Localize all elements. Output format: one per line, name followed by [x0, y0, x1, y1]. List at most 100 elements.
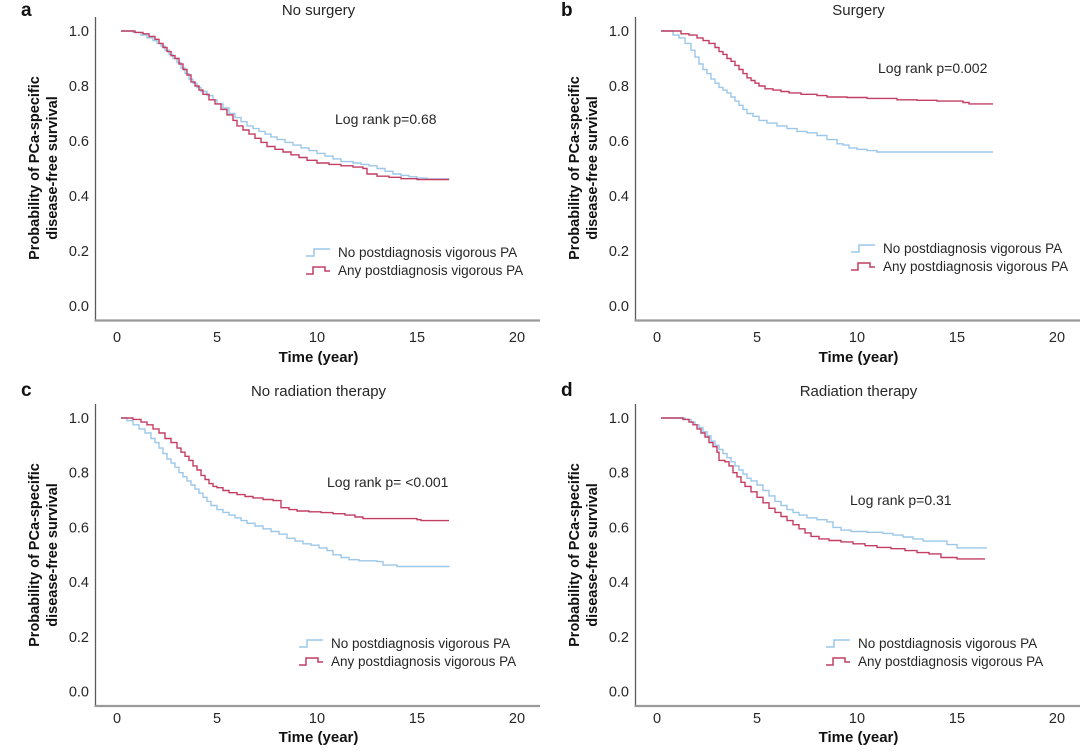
no-pa-step-swatch-icon — [306, 247, 330, 257]
legend-label: Any postdiagnosis vigorous PA — [883, 258, 1069, 274]
y-tick-label: 0.0 — [69, 685, 89, 701]
x-tick-label: 0 — [113, 330, 121, 346]
log-rank-annotation-c: Log rank p= <0.001 — [327, 474, 449, 490]
y-tick-label: 0.2 — [609, 630, 629, 646]
legend-c: No postdiagnosis vigorous PA Any postdia… — [298, 634, 516, 670]
no-pa-step-swatch-icon — [299, 638, 323, 648]
x-tick-label: 20 — [509, 330, 525, 346]
legend-label: No postdiagnosis vigorous PA — [331, 635, 511, 651]
km-curve-any-pa — [121, 417, 449, 522]
y-tick-label: 0.4 — [69, 189, 89, 205]
y-tick-label: 0.2 — [69, 630, 89, 646]
panel-letter-c: c — [21, 380, 32, 401]
panel-letter-b: b — [561, 0, 573, 21]
x-tick-label: 10 — [849, 711, 865, 727]
y-axis-label-line1: Probability of PCa-specific — [27, 463, 43, 647]
no-pa-step-swatch-icon — [851, 243, 875, 253]
x-tick-label: 15 — [409, 711, 425, 727]
y-tick-label: 0.6 — [609, 520, 629, 536]
legend-a: No postdiagnosis vigorous PA Any postdia… — [305, 243, 523, 279]
y-axis-label-c: Probability of PCa-specific disease-free… — [26, 385, 64, 725]
y-tick-label: 0.6 — [609, 134, 629, 150]
panel-letter-a: a — [21, 0, 32, 21]
x-tick-label: 5 — [753, 330, 761, 346]
x-tick-label: 15 — [949, 711, 965, 727]
km-curve-no-pa — [121, 30, 450, 180]
y-tick-label: 0.4 — [609, 575, 629, 591]
legend-item: No postdiagnosis vigorous PA — [305, 243, 523, 261]
x-tick-label: 10 — [309, 330, 325, 346]
y-tick-label: 0.8 — [69, 466, 89, 482]
y-tick-label: 0.8 — [69, 79, 89, 95]
y-axis-label-line1: Probability of PCa-specific — [27, 76, 43, 260]
legend-item: Any postdiagnosis vigorous PA — [305, 261, 523, 279]
y-tick-label: 0.4 — [609, 189, 629, 205]
legend-item: Any postdiagnosis vigorous PA — [825, 652, 1043, 670]
survival-plot-c: 1.0 0.8 0.6 0.4 0.2 0.0 0 5 10 15 20 — [69, 404, 540, 727]
y-axis-label-b: Probability of PCa-specific disease-free… — [566, 0, 604, 338]
y-axis-label-line2: disease-free survival — [45, 96, 61, 240]
y-tick-label: 0.8 — [609, 79, 629, 95]
any-pa-step-swatch-icon — [826, 656, 850, 666]
x-tick-label: 10 — [849, 330, 865, 346]
legend-label: No postdiagnosis vigorous PA — [858, 635, 1038, 651]
x-axis-label-a: Time (year) — [278, 349, 359, 366]
any-pa-step-swatch-icon — [299, 656, 323, 666]
x-tick-label: 20 — [1049, 711, 1065, 727]
legend-label: Any postdiagnosis vigorous PA — [858, 653, 1044, 669]
km-curve-any-pa — [121, 30, 449, 181]
legend-item: No postdiagnosis vigorous PA — [298, 634, 516, 652]
x-axis-label-b: Time (year) — [818, 349, 899, 366]
panel-letter-d: d — [561, 380, 573, 401]
legend-label: No postdiagnosis vigorous PA — [338, 244, 518, 260]
legend-b: No postdiagnosis vigorous PA Any postdia… — [850, 239, 1068, 275]
km-curve-no-pa — [121, 417, 450, 568]
panel-c: 1.0 0.8 0.6 0.4 0.2 0.0 0 5 10 15 20 c No radiatio… — [0, 376, 540, 753]
legend-item: Any postdiagnosis vigorous PA — [298, 652, 516, 670]
y-tick-label: 0.6 — [69, 520, 89, 536]
legend-item: No postdiagnosis vigorous PA — [825, 634, 1043, 652]
km-curve-no-pa — [661, 30, 993, 153]
panel-title-b: Surgery — [832, 2, 885, 19]
legend-label: No postdiagnosis vigorous PA — [883, 240, 1063, 256]
y-axis-label-a: Probability of PCa-specific disease-free… — [26, 0, 64, 338]
x-tick-label: 0 — [113, 711, 121, 727]
panel-a: 1.0 0.8 0.6 0.4 0.2 0.0 0 5 10 15 20 a No surgery … — [0, 0, 540, 376]
legend-label: Any postdiagnosis vigorous PA — [331, 653, 517, 669]
x-tick-label: 5 — [213, 711, 221, 727]
y-tick-label: 0.2 — [69, 244, 89, 260]
panel-title-d: Radiation therapy — [799, 383, 918, 400]
any-pa-step-swatch-icon — [851, 261, 875, 271]
legend-d: No postdiagnosis vigorous PA Any postdia… — [825, 634, 1043, 670]
y-axis-label-d: Probability of PCa-specific disease-free… — [566, 385, 604, 725]
x-axis-label-d: Time (year) — [818, 729, 899, 746]
x-axis-label-c: Time (year) — [278, 729, 359, 746]
y-axis-label-line2: disease-free survival — [585, 96, 601, 240]
y-axis-label-line1: Probability of PCa-specific — [567, 76, 583, 260]
log-rank-annotation-a: Log rank p=0.68 — [335, 111, 437, 127]
y-tick-label: 0.4 — [69, 575, 89, 591]
x-tick-label: 5 — [753, 711, 761, 727]
log-rank-annotation-b: Log rank p=0.002 — [878, 60, 988, 76]
y-tick-label: 0.0 — [609, 685, 629, 701]
y-tick-label: 0.6 — [69, 134, 89, 150]
no-pa-step-swatch-icon — [826, 638, 850, 648]
km-curve-any-pa — [661, 30, 993, 105]
x-tick-label: 5 — [213, 330, 221, 346]
y-axis-label-line1: Probability of PCa-specific — [567, 463, 583, 647]
y-tick-label: 0.2 — [609, 244, 629, 260]
x-tick-label: 20 — [1049, 330, 1065, 346]
log-rank-annotation-d: Log rank p=0.31 — [850, 492, 952, 508]
y-tick-label: 1.0 — [609, 24, 629, 40]
any-pa-step-swatch-icon — [306, 265, 330, 275]
x-tick-label: 0 — [653, 330, 661, 346]
y-axis-label-line2: disease-free survival — [585, 483, 601, 627]
survival-plot-b: 1.0 0.8 0.6 0.4 0.2 0.0 0 5 10 15 20 — [609, 17, 1080, 346]
y-tick-label: 0.8 — [609, 466, 629, 482]
km-curve-any-pa — [661, 417, 985, 560]
x-tick-label: 15 — [409, 330, 425, 346]
y-tick-label: 0.0 — [609, 299, 629, 315]
x-tick-label: 0 — [653, 711, 661, 727]
panel-title-a: No surgery — [281, 2, 356, 19]
